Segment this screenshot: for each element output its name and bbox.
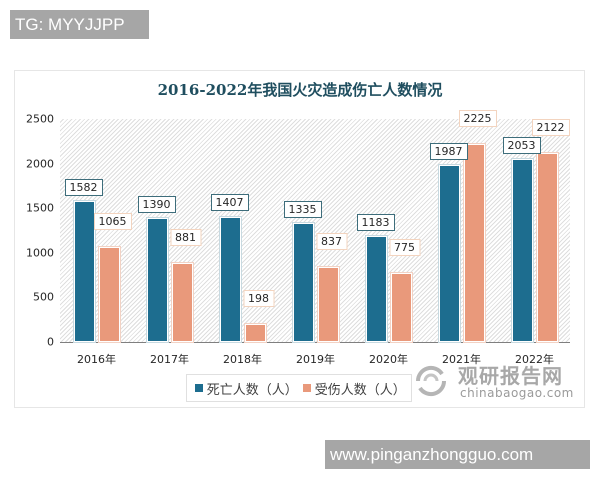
x-tick-label: 2021年 [442,353,481,366]
data-label-deaths: 1183 [356,214,395,232]
x-tick-label: 2020年 [369,353,408,366]
chinabaogao-watermark: 观研报告网 chinabaogao.com [414,360,574,404]
bar-injuries [462,142,486,344]
data-label-deaths: 1335 [283,200,322,218]
data-label-injuries: 2225 [458,109,497,127]
data-label-injuries: 198 [243,290,274,308]
y-tick-label: 1000 [26,246,54,260]
y-tick-label: 2000 [26,157,54,171]
bar-deaths [72,199,96,344]
y-tick-label: 1500 [26,201,54,215]
x-tick-label: 2017年 [150,353,189,366]
x-tick-label: 2018年 [223,353,262,366]
bar-injuries [243,323,267,343]
bar-injuries [389,271,413,344]
watermark-tag-bottom: www.pinganzhongguo.com [325,440,590,469]
legend: 死亡人数（人） 受伤人数（人） [186,374,412,402]
bar-injuries [170,262,194,343]
x-tick-label: 2016年 [77,353,116,366]
plot-area [60,119,570,344]
bar-injuries [316,266,340,343]
legend-item-injuries: 受伤人数（人） [303,379,406,398]
bar-deaths [437,163,461,344]
bar-deaths [218,215,242,343]
watermark-en-text: chinabaogao.com [460,386,574,400]
bar-deaths [291,221,315,344]
bar-injuries [97,246,121,343]
bar-deaths [510,157,534,344]
data-label-injuries: 881 [170,229,201,247]
y-tick-label: 500 [33,290,54,304]
bar-injuries [535,151,559,344]
data-label-deaths: 1407 [210,194,249,212]
data-label-injuries: 1065 [93,213,132,230]
data-label-deaths: 1987 [429,142,468,160]
chinabaogao-logo-icon [415,365,447,397]
x-tick-label: 2019年 [296,353,335,366]
x-tick-label: 2022年 [515,353,554,366]
watermark-tag-top: TG: MYYJJPP [10,10,149,39]
data-label-deaths: 2053 [502,136,541,154]
bar-deaths [145,217,169,343]
y-tick-label: 2500 [26,112,54,126]
injuries-swatch-icon [303,384,311,392]
bar-deaths [364,235,388,343]
data-label-injuries: 2122 [531,118,570,136]
data-label-deaths: 1390 [137,196,176,213]
data-label-injuries: 775 [389,238,420,256]
watermark-cn-text: 观研报告网 [458,364,563,388]
deaths-swatch-icon [195,384,203,392]
legend-item-deaths: 死亡人数（人） [195,379,298,398]
legend-label-deaths: 死亡人数（人） [206,382,298,398]
legend-label-injuries: 受伤人数（人） [314,382,406,398]
data-label-deaths: 1582 [64,178,103,196]
y-tick-label: 0 [47,335,54,349]
chart-title: 2016-2022年我国火灾造成伤亡人数情况 [157,81,443,99]
data-label-injuries: 837 [316,233,347,251]
